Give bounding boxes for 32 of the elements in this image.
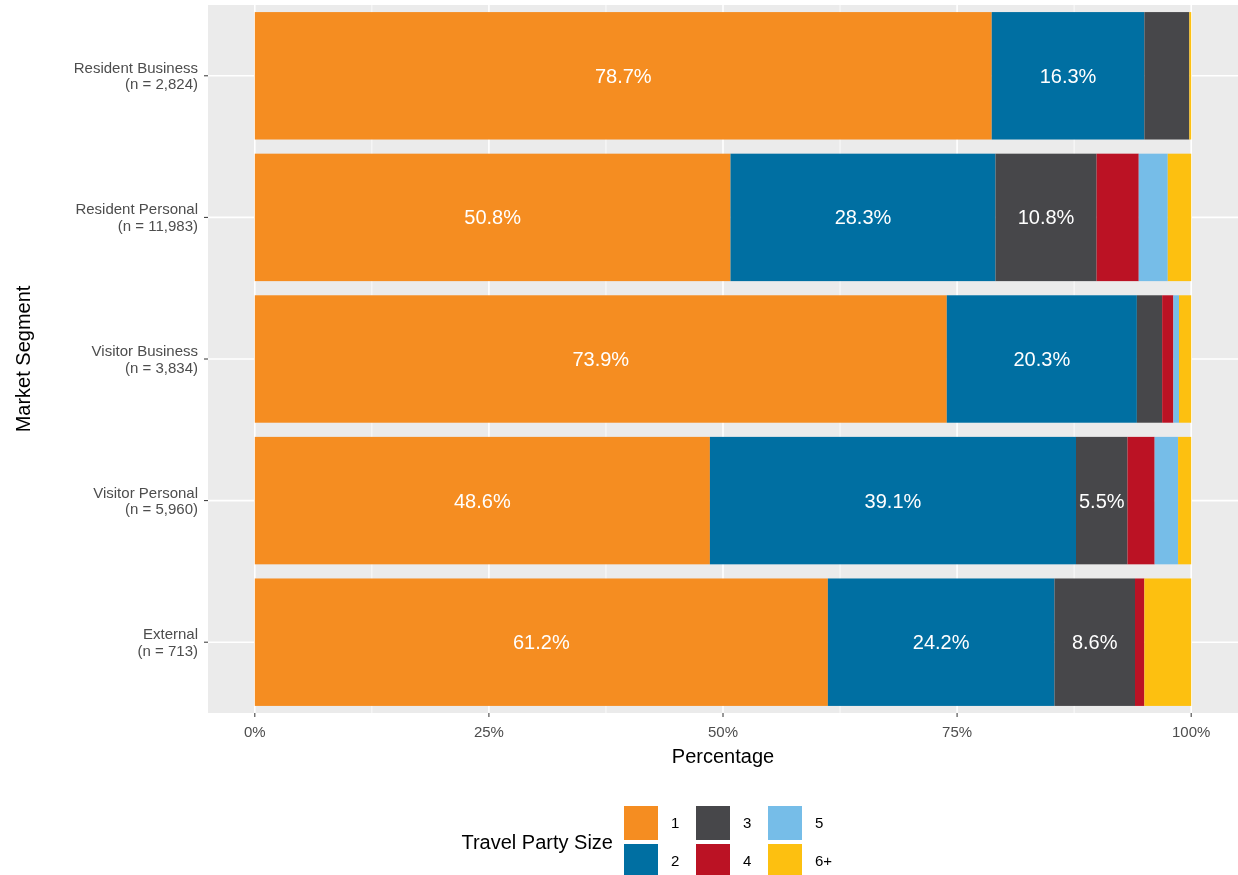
data-label: 5.5% (1078, 489, 1125, 512)
y-tick-label: External (n = 713) (137, 625, 198, 659)
x-tick-label: 25% (473, 723, 504, 740)
x-axis-title: Percentage (671, 745, 775, 767)
data-label: 73.9% (572, 348, 630, 370)
y-tick-label: Resident Personal (n = 11,983) (75, 200, 198, 234)
x-tick-label: 100% (1171, 723, 1211, 740)
data-label: 16.3% (1039, 64, 1097, 87)
x-tick-label: 75% (942, 723, 973, 740)
data-label: 78.7% (594, 64, 652, 87)
legend-label: 3 (743, 814, 752, 832)
data-label: 50.8% (464, 206, 522, 229)
y-tick-label: Resident Business (n = 2,824) (73, 58, 198, 93)
data-label: 8.6% (1071, 631, 1118, 654)
legend-label: 1 (671, 814, 680, 832)
data-label: 20.3% (1013, 348, 1071, 370)
data-label: 48.6% (454, 489, 511, 512)
y-tick-label: Visitor Personal (n = 5,960) (93, 483, 198, 518)
legend-label: 2 (671, 852, 680, 870)
y-tick-label: Visitor Business (n = 3,834) (91, 342, 198, 376)
legend-label: 4 (743, 852, 752, 870)
legend-title: Travel Party Size (461, 831, 613, 853)
x-tick-label: 0% (243, 723, 266, 740)
y-axis-title: Market Segment (12, 285, 34, 433)
data-label: 61.2% (512, 631, 570, 654)
legend-label: 5 (815, 814, 824, 832)
data-label: 39.1% (864, 489, 922, 512)
x-tick-label: 50% (707, 723, 739, 740)
data-label: 10.8% (1017, 206, 1075, 229)
legend-label: 6+ (815, 852, 833, 870)
data-label: 28.3% (834, 206, 892, 229)
data-label: 24.2% (912, 631, 970, 654)
